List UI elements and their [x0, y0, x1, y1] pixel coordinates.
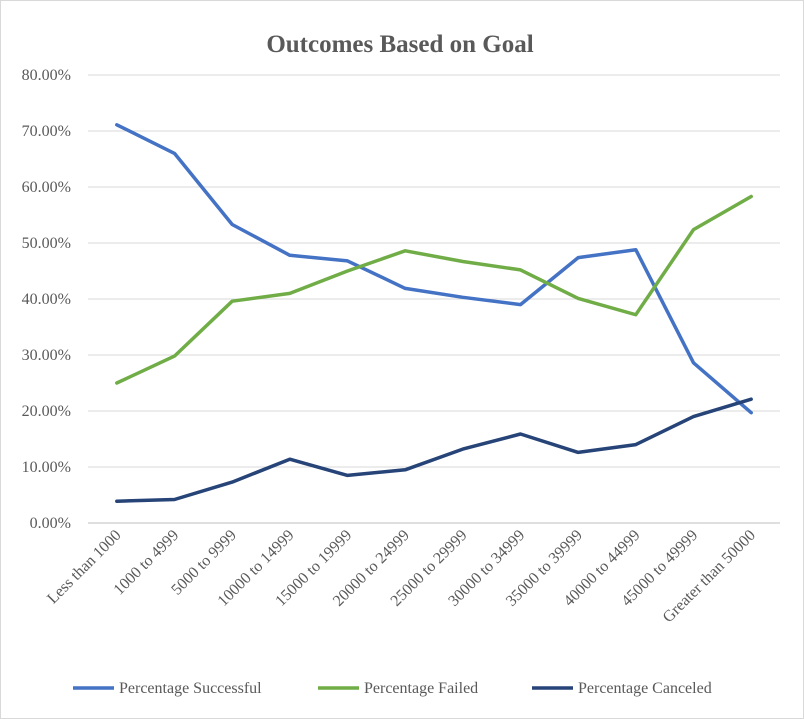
y-tick-label: 40.00% — [22, 291, 71, 308]
y-tick-label: 10.00% — [22, 459, 71, 476]
y-tick-label: 30.00% — [22, 347, 71, 364]
series-line-2 — [115, 397, 753, 503]
y-tick-label: 50.00% — [22, 235, 71, 252]
legend-item: Percentage Successful — [73, 680, 262, 697]
legend: Percentage Successful Percentage Failed Pe… — [73, 680, 712, 697]
y-tick-label: 60.00% — [22, 179, 71, 196]
legend-label: Percentage Successful — [119, 680, 262, 697]
legend-item: Percentage Canceled — [532, 680, 712, 697]
y-tick-label: 80.00% — [22, 67, 71, 84]
chart-title: Outcomes Based on Goal — [266, 31, 533, 58]
y-axis-tick-labels: 0.00% 10.00% 20.00% 30.00% 40.00% 50.00% 60.00… — [22, 67, 71, 532]
legend-item: Percentage Failed — [318, 680, 478, 697]
y-tick-label: 0.00% — [30, 515, 71, 532]
y-tick-label: 20.00% — [22, 403, 71, 420]
series-line-1 — [115, 194, 753, 385]
y-tick-label: 70.00% — [22, 123, 71, 140]
legend-label: Percentage Failed — [364, 680, 478, 697]
series-lines — [115, 123, 753, 503]
gridlines — [88, 74, 780, 524]
x-tick-label: Less than 1000 — [44, 527, 125, 608]
series-line-0 — [115, 123, 753, 415]
legend-label: Percentage Canceled — [578, 680, 712, 697]
